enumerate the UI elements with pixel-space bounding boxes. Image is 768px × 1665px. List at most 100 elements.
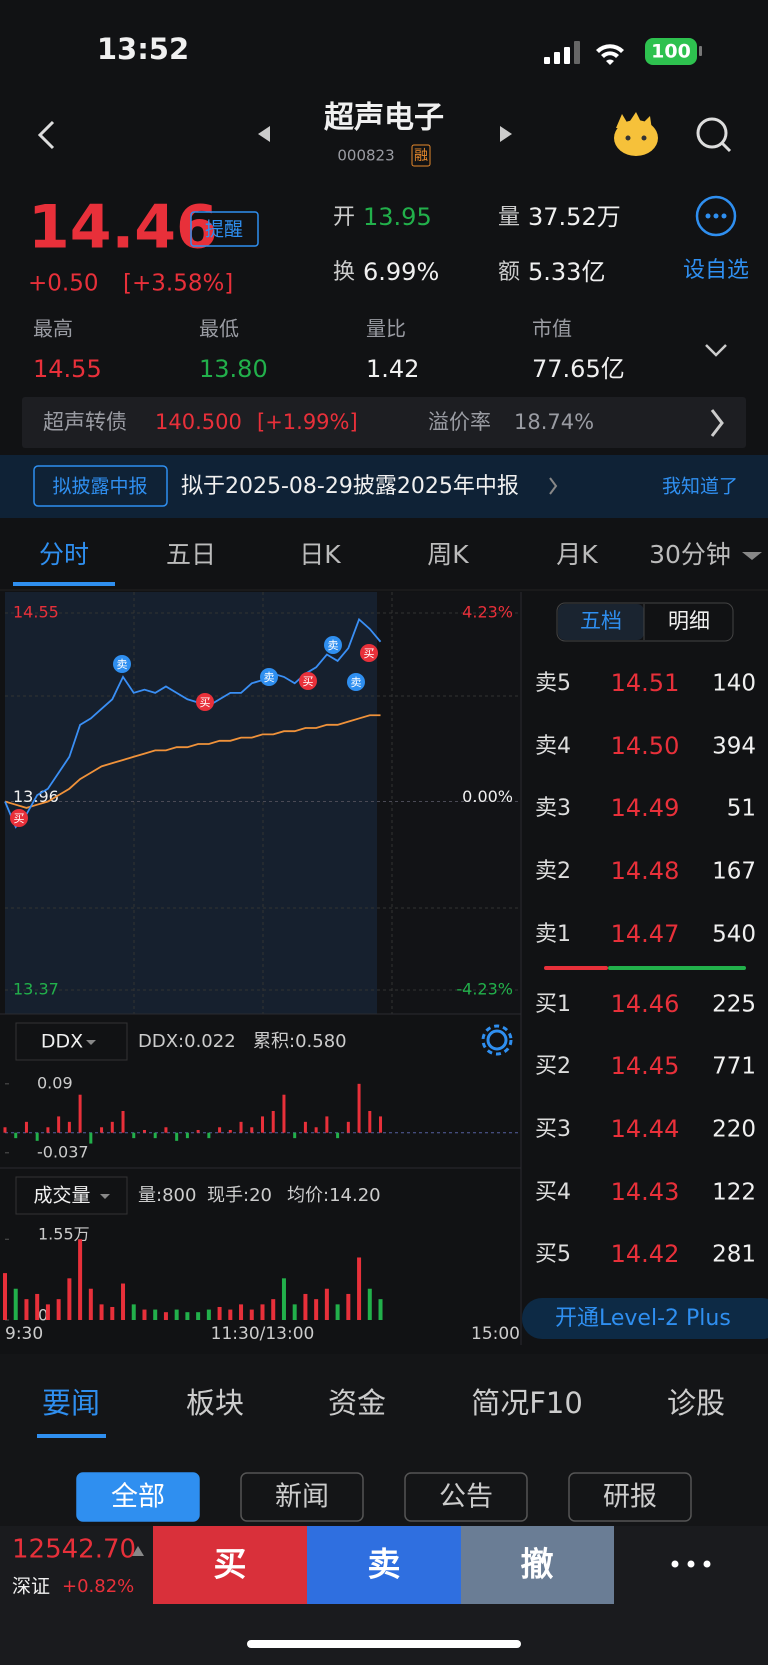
sell-button[interactable] bbox=[307, 1526, 461, 1604]
ddx-label[interactable]: DDX bbox=[41, 1031, 83, 1053]
book-label: 卖5 bbox=[535, 671, 571, 696]
book-tab-active[interactable] bbox=[558, 604, 644, 640]
volume-bar bbox=[110, 1306, 115, 1320]
book-price: 14.51 bbox=[611, 669, 680, 697]
volume-bar bbox=[324, 1288, 329, 1320]
remind-box[interactable] bbox=[190, 211, 259, 247]
chip[interactable] bbox=[240, 1472, 364, 1522]
book-vol: 51 bbox=[727, 796, 756, 822]
ddx-bar bbox=[100, 1127, 104, 1133]
ddx-bar bbox=[46, 1127, 50, 1133]
x-tick-label: 15:00 bbox=[471, 1324, 520, 1344]
vol: 37.52万 bbox=[528, 203, 621, 231]
turn: 6.99% bbox=[363, 258, 439, 286]
volume-bar bbox=[357, 1257, 362, 1320]
volume-bar bbox=[335, 1304, 340, 1320]
volume-bar bbox=[174, 1309, 179, 1320]
ddx-selector[interactable] bbox=[15, 1022, 128, 1061]
expand-icon[interactable] bbox=[705, 344, 727, 357]
book-label: 买4 bbox=[535, 1180, 571, 1205]
ddx-bar bbox=[271, 1110, 275, 1133]
mascot-icon[interactable] bbox=[614, 112, 658, 156]
remind-button[interactable]: 提醒 bbox=[205, 219, 243, 241]
menu-dots[interactable] bbox=[671, 1560, 711, 1568]
chart-tab[interactable]: 30分钟 bbox=[649, 540, 731, 569]
volume-bar bbox=[142, 1309, 147, 1320]
ddx-value: DDX:0.022 bbox=[138, 1031, 236, 1052]
volume-bar bbox=[35, 1293, 40, 1320]
volume-info: 量:800 bbox=[138, 1185, 196, 1206]
notice-action[interactable]: 我知道了 bbox=[662, 476, 738, 498]
chart-tab[interactable]: 月K bbox=[556, 540, 598, 569]
ddx-bar bbox=[325, 1116, 329, 1133]
trade-marker bbox=[347, 673, 365, 691]
level2-button[interactable]: 开通Level-2 Plus bbox=[555, 1306, 731, 1331]
chip-label[interactable]: 新闻 bbox=[275, 1482, 329, 1513]
chart-tab[interactable]: 周K bbox=[427, 540, 469, 569]
gear-icon[interactable] bbox=[481, 1024, 513, 1056]
chip-label[interactable]: 全部 bbox=[111, 1482, 165, 1513]
chip[interactable] bbox=[404, 1472, 528, 1522]
next-icon[interactable] bbox=[500, 126, 512, 142]
volume-bar bbox=[88, 1288, 93, 1320]
chip[interactable] bbox=[568, 1472, 692, 1522]
trade-marker bbox=[260, 668, 278, 686]
news-tab[interactable]: 资金 bbox=[328, 1386, 386, 1420]
chart-tab[interactable]: 分时 bbox=[39, 540, 89, 569]
cancel-button[interactable] bbox=[461, 1526, 614, 1604]
tab-dropdown[interactable] bbox=[742, 552, 762, 560]
back-icon[interactable] bbox=[37, 120, 55, 150]
chart-tab[interactable]: 五日 bbox=[166, 540, 216, 569]
ddx-bar bbox=[228, 1129, 232, 1133]
ddx-cum: 累积:0.580 bbox=[253, 1031, 347, 1052]
bond-name: 超声转债 bbox=[43, 410, 127, 434]
volume-selector[interactable] bbox=[15, 1176, 128, 1215]
battery-level: 100 bbox=[651, 41, 691, 63]
stock-tag: 融 bbox=[414, 148, 428, 164]
ddx-bar bbox=[261, 1116, 264, 1133]
prev-icon[interactable] bbox=[258, 126, 270, 142]
volume-bar bbox=[24, 1299, 29, 1320]
trade-marker bbox=[324, 636, 342, 654]
news-tab[interactable]: 板块 bbox=[186, 1386, 244, 1420]
trade-marker-label: 卖 bbox=[117, 658, 128, 671]
buy-button[interactable] bbox=[153, 1526, 307, 1604]
news-tab[interactable]: 要闻 bbox=[42, 1386, 100, 1420]
volume-bar bbox=[260, 1304, 265, 1320]
action-label[interactable]: 撤 bbox=[521, 1545, 554, 1584]
notice-arrow bbox=[549, 477, 558, 495]
action-label[interactable]: 卖 bbox=[368, 1545, 401, 1584]
bond-bar[interactable] bbox=[22, 397, 746, 448]
dropdown-icon bbox=[86, 1040, 96, 1045]
news-tab[interactable]: 诊股 bbox=[667, 1386, 725, 1420]
volume-bar bbox=[271, 1299, 276, 1320]
more-icon[interactable] bbox=[695, 195, 737, 237]
volume-bar bbox=[367, 1288, 372, 1320]
book-vol: 771 bbox=[712, 1054, 756, 1080]
ddx-bar bbox=[379, 1116, 383, 1133]
chip-label[interactable]: 研报 bbox=[603, 1482, 657, 1513]
book-price: 14.45 bbox=[611, 1052, 680, 1080]
book-tab[interactable]: 明细 bbox=[668, 609, 710, 633]
watch-button[interactable]: 设自选 bbox=[683, 258, 749, 283]
chart-tab[interactable]: 日K bbox=[299, 540, 341, 569]
price: 14.46 bbox=[28, 193, 218, 263]
volume-bar bbox=[217, 1306, 222, 1320]
volume-label[interactable]: 成交量 bbox=[33, 1185, 90, 1207]
action-label[interactable]: 买 bbox=[214, 1545, 247, 1584]
chip[interactable] bbox=[76, 1472, 200, 1522]
turn-label: 换 bbox=[333, 260, 355, 285]
trade-marker-label: 卖 bbox=[328, 639, 339, 652]
stock-code: 000823 bbox=[337, 147, 394, 165]
news-tab[interactable]: 简况F10 bbox=[471, 1386, 583, 1420]
chip-label[interactable]: 公告 bbox=[439, 1482, 493, 1513]
book-tab[interactable]: 五档 bbox=[580, 609, 622, 633]
search-icon[interactable] bbox=[696, 117, 732, 153]
ddx-bar bbox=[35, 1132, 39, 1141]
ddx-bar bbox=[57, 1116, 61, 1133]
book-bar-green bbox=[608, 966, 746, 970]
ddx-bar bbox=[67, 1121, 71, 1133]
ddx-bar bbox=[368, 1110, 372, 1133]
level2-pill[interactable] bbox=[522, 1298, 768, 1339]
